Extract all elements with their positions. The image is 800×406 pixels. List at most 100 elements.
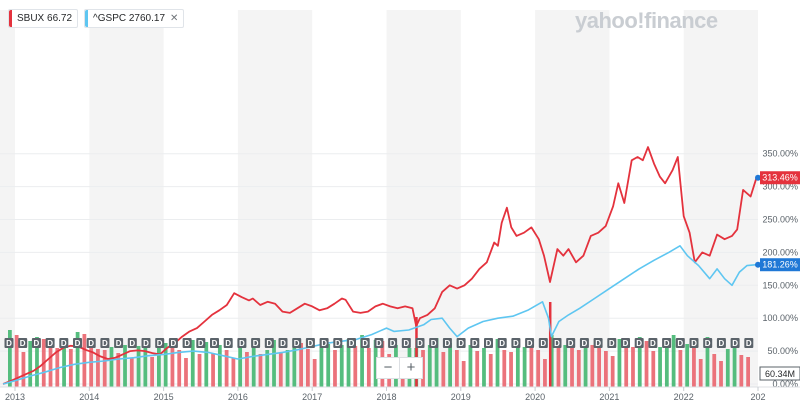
volume-spike [415,317,418,387]
dividend-marker [525,338,535,348]
dividend-marker-label: D [376,339,382,348]
legend: SBUX 66.72 ^GSPC 2760.17 ✕ [8,9,185,28]
dividend-marker [292,338,302,348]
zoom-out-button[interactable]: − [376,357,400,379]
volume-bar [624,343,629,387]
dividend-marker [552,338,562,348]
volume-bar [14,335,19,387]
dividend-marker [360,338,370,348]
volume-bar [346,339,351,387]
dividend-marker [223,338,233,348]
dividend-marker-label: D [650,339,656,348]
last-value-dot [755,174,761,181]
dividend-marker-label: D [499,339,505,348]
dividend-marker [73,338,82,348]
zoom-in-button[interactable]: + [400,357,423,379]
dividend-marker [744,338,754,348]
volume-bar [529,348,534,387]
dividend-marker-label: D [595,339,601,348]
close-icon[interactable]: ✕ [170,13,179,24]
volume-bar [366,348,371,387]
legend-gspc-ticker: ^GSPC [93,13,127,24]
dividend-marker-label: D [20,339,26,348]
dividend-marker-label: D [61,339,67,348]
volume-bar [231,358,236,387]
dividend-marker [264,338,274,348]
volume-bar [719,361,723,387]
dividend-marker-label: D [225,339,231,348]
y-tick-label: 350.00% [762,149,798,159]
y-tick-label: 50.00% [767,346,798,356]
dividend-marker [333,338,343,348]
dividend-marker-label: D [266,339,272,348]
dividend-marker [196,338,206,348]
dividend-marker [374,338,384,348]
dividend-marker [18,338,28,348]
dividend-marker [415,338,425,348]
dividend-marker-label: D [582,339,588,348]
volume-bar [285,350,290,387]
volume-bar [190,340,195,387]
dividend-marker-label: D [554,339,560,348]
dividend-marker [86,338,96,348]
dividend-marker-label: D [239,339,245,348]
dividend-marker-label: D [143,339,149,348]
volume-bar [8,330,12,387]
volume-bar [312,359,317,387]
volume-bar [698,359,703,387]
volume-bar [590,345,595,387]
volume-label-box [759,366,800,381]
volume-bar [109,347,114,387]
volume-bar [82,334,87,387]
last-value-dot [755,261,761,268]
volume-bar [712,354,717,387]
dividend-marker-label: D [349,339,355,348]
volume-bar [163,343,168,387]
volume-spike [548,302,552,387]
dividend-marker [100,338,110,348]
yahoo-finance-logo: yahoo!finance [575,8,718,33]
dividend-marker [237,338,247,348]
volume-bar [68,349,73,387]
dividend-marker-label: D [171,339,177,348]
price-label-text: 181.26% [762,260,798,270]
volume-bar [136,346,141,387]
volume-bar [326,344,331,387]
volume-bar [732,346,737,387]
volume-bar [502,350,507,387]
legend-item-sbux[interactable]: SBUX 66.72 [8,9,79,28]
series-line-gspc [2,245,757,385]
volume-bar [251,348,256,387]
dividend-marker-label: D [403,339,409,348]
volume-bar [217,345,222,387]
volume-bar [184,358,188,387]
dividend-marker-label: D [253,339,259,348]
dividend-marker [484,338,493,348]
dividend-marker-label: D [664,339,670,348]
y-tick-label: 150.00% [762,280,798,290]
gspc-color-swatch [85,10,89,27]
year-band [0,10,15,387]
volume-bar [448,343,452,387]
legend-item-gspc[interactable]: ^GSPC 2760.17 ✕ [84,9,185,28]
volume-bar [692,345,696,387]
volume-bar [75,332,80,387]
volume-bar [35,337,39,387]
dividend-marker [675,338,685,348]
volume-bar [211,353,215,387]
dividend-marker-label: D [719,339,725,348]
volume-bar [170,346,175,387]
volume-bar [224,350,229,387]
volume-bar [644,341,649,387]
dividend-marker-label: D [705,339,711,348]
volume-bar [543,359,547,387]
dividend-marker [689,338,699,348]
dividend-marker [470,338,480,348]
dividend-marker [716,338,726,348]
volume-bar [129,358,134,387]
volume-bar [197,354,202,387]
volume-bar [299,343,303,387]
volume-bar [482,348,486,387]
dividend-marker-label: D [609,339,615,348]
